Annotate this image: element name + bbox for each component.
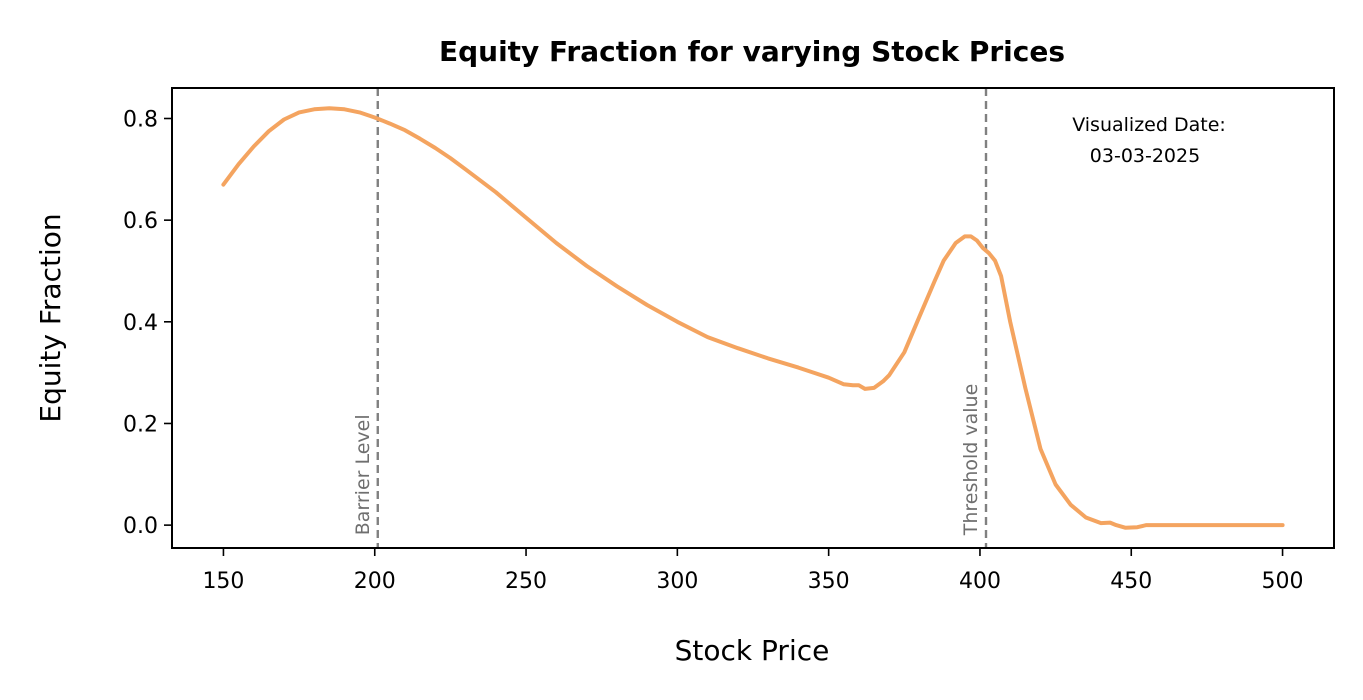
x-tick-label: 150 (202, 569, 244, 594)
y-tick-label: 0.4 (123, 311, 158, 336)
plot-frame (171, 87, 1335, 549)
visualized-date-label: Visualized Date: (1072, 114, 1226, 136)
y-tick-label: 0.6 (123, 209, 158, 234)
visualized-date-value: 03-03-2025 (1090, 145, 1200, 167)
x-axis: 150 200 250 300 350 400 450 500 (202, 548, 1304, 594)
y-tick-label: 0.2 (123, 412, 158, 437)
x-axis-label: Stock Price (675, 634, 830, 667)
y-tick-label: 0.0 (123, 514, 158, 539)
x-tick-label: 250 (505, 569, 547, 594)
threshold-value-label: Threshold value (960, 384, 982, 537)
x-tick-label: 500 (1262, 569, 1304, 594)
y-axis-label: Equity Fraction (34, 213, 67, 422)
x-tick-label: 450 (1110, 569, 1152, 594)
y-axis: 0.0 0.2 0.4 0.6 0.8 (123, 107, 172, 539)
x-tick-label: 400 (959, 569, 1001, 594)
chart-title: Equity Fraction for varying Stock Prices (439, 35, 1065, 68)
plot-area: Barrier Level Threshold value (221, 88, 1285, 548)
x-tick-label: 300 (656, 569, 698, 594)
y-tick-label: 0.8 (123, 107, 158, 132)
equity-fraction-line (221, 106, 1285, 530)
x-tick-label: 350 (808, 569, 850, 594)
x-tick-label: 200 (354, 569, 396, 594)
barrier-level-label: Barrier Level (352, 414, 374, 535)
